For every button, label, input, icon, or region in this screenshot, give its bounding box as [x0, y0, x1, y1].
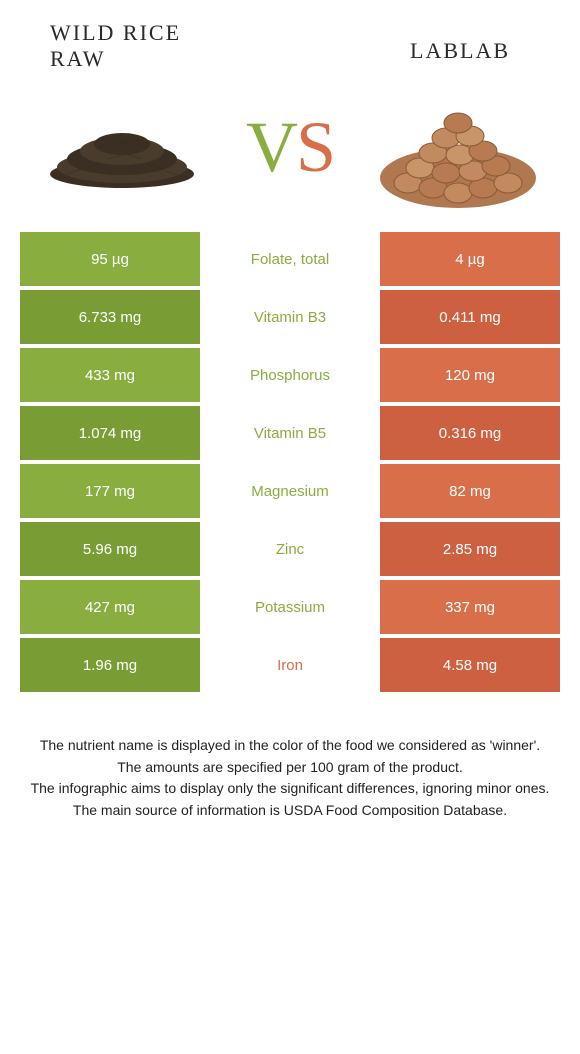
cell-right-value: 82 mg [380, 464, 560, 518]
footer-line3: The infographic aims to display only the… [30, 779, 550, 799]
cell-nutrient-name: Phosphorus [200, 348, 380, 402]
footer-line2: The amounts are specified per 100 gram o… [30, 758, 550, 778]
table-row: 95 µgFolate, total4 µg [20, 232, 560, 286]
cell-left-value: 6.733 mg [20, 290, 200, 344]
cell-left-value: 177 mg [20, 464, 200, 518]
table-row: 5.96 mgZinc2.85 mg [20, 522, 560, 576]
image-row: VS [0, 82, 580, 232]
vs-v: V [246, 107, 296, 187]
cell-right-value: 0.411 mg [380, 290, 560, 344]
cell-nutrient-name: Folate, total [200, 232, 380, 286]
table-row: 1.96 mgIron4.58 mg [20, 638, 560, 692]
cell-nutrient-name: Magnesium [200, 464, 380, 518]
table-row: 433 mgPhosphorus120 mg [20, 348, 560, 402]
food-right-title: Lablab [280, 20, 540, 72]
cell-nutrient-name: Potassium [200, 580, 380, 634]
cell-left-value: 427 mg [20, 580, 200, 634]
cell-right-value: 4 µg [380, 232, 560, 286]
cell-left-value: 433 mg [20, 348, 200, 402]
table-row: 427 mgPotassium337 mg [20, 580, 560, 634]
cell-nutrient-name: Vitamin B3 [200, 290, 380, 344]
food-left-title-text: Wild RiceRaw [50, 20, 181, 71]
cell-right-value: 337 mg [380, 580, 560, 634]
cell-nutrient-name: Iron [200, 638, 380, 692]
lablab-beans-icon [378, 103, 538, 213]
header: Wild RiceRaw Lablab [0, 0, 580, 82]
table-row: 1.074 mgVitamin B50.316 mg [20, 406, 560, 460]
cell-right-value: 2.85 mg [380, 522, 560, 576]
vs-label: VS [246, 106, 334, 189]
cell-left-value: 5.96 mg [20, 522, 200, 576]
footer-line4: The main source of information is USDA F… [30, 801, 550, 821]
cell-nutrient-name: Vitamin B5 [200, 406, 380, 460]
cell-left-value: 1.96 mg [20, 638, 200, 692]
cell-left-value: 1.074 mg [20, 406, 200, 460]
cell-right-value: 4.58 mg [380, 638, 560, 692]
vs-s: S [296, 107, 334, 187]
table-row: 177 mgMagnesium82 mg [20, 464, 560, 518]
footer-line1: The nutrient name is displayed in the co… [30, 736, 550, 756]
nutrient-table: 95 µgFolate, total4 µg6.733 mgVitamin B3… [20, 232, 560, 692]
food-left-title: Wild RiceRaw [40, 20, 280, 72]
table-row: 6.733 mgVitamin B30.411 mg [20, 290, 560, 344]
food-right-image [378, 92, 538, 202]
cell-nutrient-name: Zinc [200, 522, 380, 576]
wild-rice-icon [47, 119, 197, 189]
cell-right-value: 0.316 mg [380, 406, 560, 460]
cell-left-value: 95 µg [20, 232, 200, 286]
cell-right-value: 120 mg [380, 348, 560, 402]
food-left-image [42, 92, 202, 202]
footer-notes: The nutrient name is displayed in the co… [0, 696, 580, 842]
